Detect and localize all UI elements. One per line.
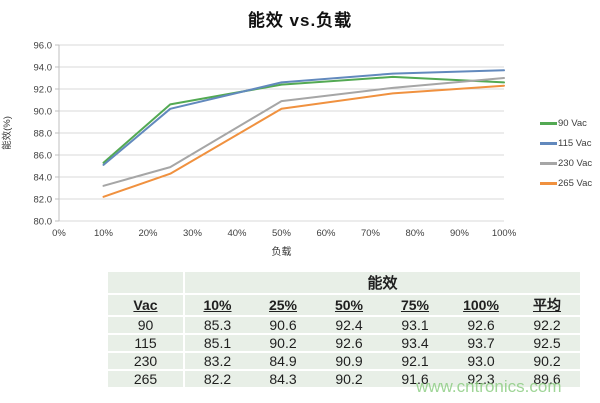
y-tick-label: 96.0: [34, 41, 53, 52]
y-tick-label: 84.0: [34, 173, 53, 184]
table-row: 115 85.1 90.2 92.6 93.4 93.7 92.5: [108, 334, 580, 353]
table-cell: 92.2: [514, 316, 580, 335]
table-cell: 89.6: [514, 370, 580, 389]
table-cell: 90.9: [316, 352, 382, 371]
efficiency-table-wrap: 能效 Vac 10% 25% 50% 75% 100% 平均 90 85.3 90.6 92.4 93.…: [108, 272, 580, 389]
table-cell: 92.4: [316, 316, 382, 335]
column-header-50pct: 50%: [316, 294, 382, 317]
legend-item-90-vac: 90 Vac: [540, 118, 592, 129]
table-title-row: 能效: [108, 272, 580, 295]
series-line-90-vac: [102, 75, 505, 164]
y-axis-title: 能效(%): [2, 116, 13, 150]
table-cell: 85.1: [184, 334, 250, 353]
x-tick-label: 60%: [316, 228, 336, 239]
legend-swatch: [540, 182, 557, 185]
chart-title: 能效 vs.负载: [247, 11, 353, 30]
table-cell: 90.6: [250, 316, 316, 335]
row-header-cell: 265: [108, 370, 185, 389]
table-corner-cell: [108, 272, 185, 295]
table-cell: 85.3: [184, 316, 250, 335]
row-header-cell: 115: [108, 334, 185, 353]
x-tick-label: 40%: [227, 228, 247, 239]
table-row: 230 83.2 84.9 90.9 92.1 93.0 90.2: [108, 352, 580, 371]
table-cell: 93.7: [448, 334, 514, 353]
row-header-cell: 230: [108, 352, 185, 371]
y-tick-label: 80.0: [34, 217, 53, 228]
y-tick-label: 94.0: [34, 63, 53, 74]
legend-swatch: [540, 142, 557, 145]
x-tick-label: 50%: [272, 228, 292, 239]
table-cell: 90.2: [316, 370, 382, 389]
series-line-115-vac: [102, 69, 505, 166]
x-tick-label: 90%: [450, 228, 470, 239]
table-cell: 92.6: [448, 316, 514, 335]
line-plot: 80.0 82.0 84.0 86.0 88.0 90.0 92.0 94.0 96.0 0% 10…: [34, 41, 517, 240]
table-cell: 92.5: [514, 334, 580, 353]
x-tick-label: 30%: [183, 228, 203, 239]
table-row: 265 82.2 84.3 90.2 91.6 92.3 89.6: [108, 370, 580, 389]
column-header-10pct: 10%: [184, 294, 250, 317]
table-cell: 91.6: [382, 370, 448, 389]
y-tick-label: 82.0: [34, 195, 53, 206]
table-cell: 92.6: [316, 334, 382, 353]
x-tick-label: 80%: [405, 228, 425, 239]
y-tick-label: 88.0: [34, 129, 53, 140]
series-line-265-vac: [102, 84, 505, 198]
efficiency-chart: 能效 vs.负载 80.0 82.0 84.0 86.0 88.0 90.0 92.0 94.…: [2, 11, 592, 258]
table-title-cell: 能效: [184, 272, 580, 295]
table-cell: 82.2: [184, 370, 250, 389]
table-header-row: Vac 10% 25% 50% 75% 100% 平均: [108, 294, 580, 317]
y-tick-label: 92.0: [34, 85, 53, 96]
y-tick-label: 86.0: [34, 151, 53, 162]
legend-swatch: [540, 122, 557, 125]
x-tick-label: 0%: [52, 228, 66, 239]
x-tick-label: 70%: [361, 228, 381, 239]
series-line-230-vac: [102, 77, 505, 187]
column-header-100pct: 100%: [448, 294, 514, 317]
column-header-Vac: Vac: [108, 294, 185, 317]
table-cell: 90.2: [250, 334, 316, 353]
column-header-75pct: 75%: [382, 294, 448, 317]
column-header-平均: 平均: [514, 294, 580, 317]
legend-label: 230 Vac: [558, 158, 593, 169]
legend-item-115-vac: 115 Vac: [540, 138, 592, 149]
legend-label: 115 Vac: [558, 138, 592, 149]
table-cell: 93.4: [382, 334, 448, 353]
legend-swatch: [540, 162, 557, 165]
table-row: 90 85.3 90.6 92.4 93.1 92.6 92.2: [108, 316, 580, 335]
table-cell: 83.2: [184, 352, 250, 371]
x-tick-label: 100%: [492, 228, 517, 239]
efficiency-table: 能效 Vac 10% 25% 50% 75% 100% 平均 90 85.3 90.6 92.4 93.…: [108, 272, 580, 389]
table-cell: 93.0: [448, 352, 514, 371]
table-cell: 92.3: [448, 370, 514, 389]
legend-label: 265 Vac: [558, 178, 593, 189]
table-cell: 84.9: [250, 352, 316, 371]
table-cell: 92.1: [382, 352, 448, 371]
x-tick-label: 10%: [94, 228, 114, 239]
table-cell: 90.2: [514, 352, 580, 371]
column-header-25pct: 25%: [250, 294, 316, 317]
x-tick-label: 20%: [138, 228, 158, 239]
table-cell: 84.3: [250, 370, 316, 389]
table-cell: 93.1: [382, 316, 448, 335]
legend-item-265-vac: 265 Vac: [540, 178, 592, 189]
legend-item-230-vac: 230 Vac: [540, 158, 592, 169]
row-header-cell: 90: [108, 316, 185, 335]
y-tick-label: 90.0: [34, 107, 53, 118]
legend: 90 Vac 115 Vac 230 Vac 265 Vac: [540, 118, 592, 189]
legend-label: 90 Vac: [558, 118, 587, 129]
x-axis-title: 负载: [271, 247, 292, 258]
